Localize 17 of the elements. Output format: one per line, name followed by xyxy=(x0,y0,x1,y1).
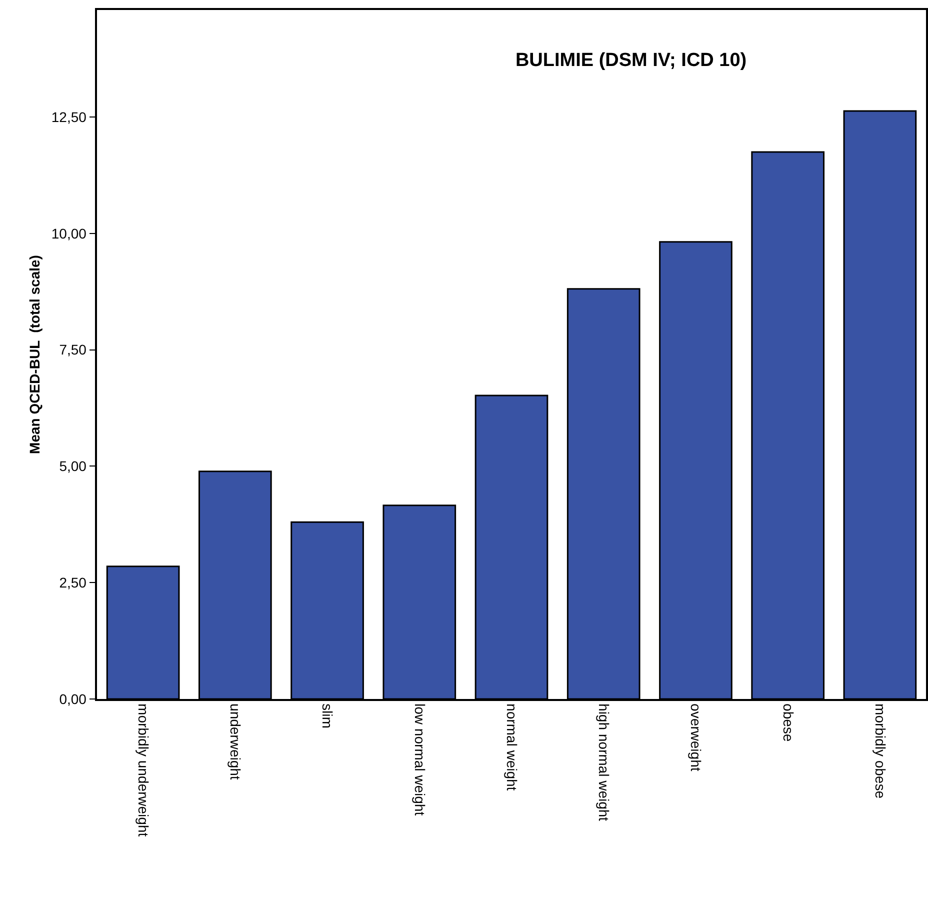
x-tick-label: low normal weight xyxy=(412,704,428,816)
y-tick-label: 5,00 xyxy=(59,458,87,474)
x-tick-label: morbidly obese xyxy=(872,704,888,799)
x-tick-label: overweight xyxy=(688,704,704,772)
x-tick-label: obese xyxy=(780,704,796,742)
x-tick-label: morbidly underweight xyxy=(136,704,152,837)
y-tick-label: 12,50 xyxy=(51,108,87,125)
y-tick-label: 2,50 xyxy=(59,574,87,591)
x-tick-label: normal weight xyxy=(504,704,520,791)
text: BULIMIE (DSM IV; ICD 10) xyxy=(515,50,747,71)
y-tick-label: 0,00 xyxy=(59,690,87,707)
y-tick-label: 7,50 xyxy=(59,342,87,358)
y-tick-label: 10,00 xyxy=(51,225,87,242)
x-tick-label: underweight xyxy=(228,704,244,780)
y-axis-title: Mean QCED-BUL (total scale) xyxy=(26,255,43,454)
x-tick-label: high normal weight xyxy=(596,704,612,822)
x-tick-label: slim xyxy=(320,704,336,728)
